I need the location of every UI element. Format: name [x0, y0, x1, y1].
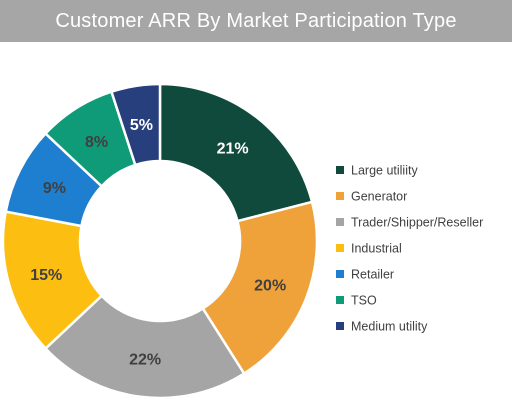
legend-swatch-tso: [336, 296, 344, 304]
legend-swatch-generator: [336, 192, 344, 200]
slice-label-industrial: 15%: [30, 267, 62, 284]
slice-trader-shipper-reseller: [43, 293, 246, 400]
legend-label-tso: TSO: [351, 294, 377, 308]
legend-swatch-medium-utility: [336, 322, 344, 330]
slice-generator: [201, 200, 319, 376]
legend-swatch-retailer: [336, 270, 344, 278]
donut-chart: 21% 20% 22% 15% 9% 8% 5% Large utiliity Generat…: [1, 82, 483, 400]
chart-title-bar: Customer ARR By Market Participation Typ…: [0, 0, 512, 42]
slice-label-large-utiliity: 21%: [217, 140, 249, 157]
slice-label-medium-utility: 5%: [130, 117, 153, 134]
slice-label-tso: 8%: [85, 134, 108, 151]
slice-medium-utility: [109, 82, 162, 167]
legend-swatch-large-utiliity: [336, 166, 344, 174]
slice-large-utiliity: [158, 82, 314, 223]
legend-label-industrial: Industrial: [351, 242, 402, 256]
donut-slices: [1, 82, 319, 400]
legend-label-trader-shipper-reseller: Trader/Shipper/Reseller: [351, 216, 483, 230]
slice-labels: 21% 20% 22% 15% 9% 8% 5%: [30, 117, 286, 369]
legend-label-generator: Generator: [351, 190, 407, 204]
chart-title: Customer ARR By Market Participation Typ…: [55, 9, 457, 32]
legend-swatch-trader-shipper-reseller: [336, 218, 344, 226]
legend-label-retailer: Retailer: [351, 268, 394, 282]
slice-label-trader-shipper-reseller: 22%: [129, 352, 161, 369]
legend: Large utiliity Generator Trader/Shipper/Re…: [336, 164, 483, 334]
legend-label-medium-utility: Medium utility: [351, 320, 428, 334]
slice-label-generator: 20%: [254, 278, 286, 295]
slice-label-retailer: 9%: [43, 180, 66, 197]
legend-label-large-utiliity: Large utiliity: [351, 164, 418, 178]
legend-swatch-industrial: [336, 244, 344, 252]
